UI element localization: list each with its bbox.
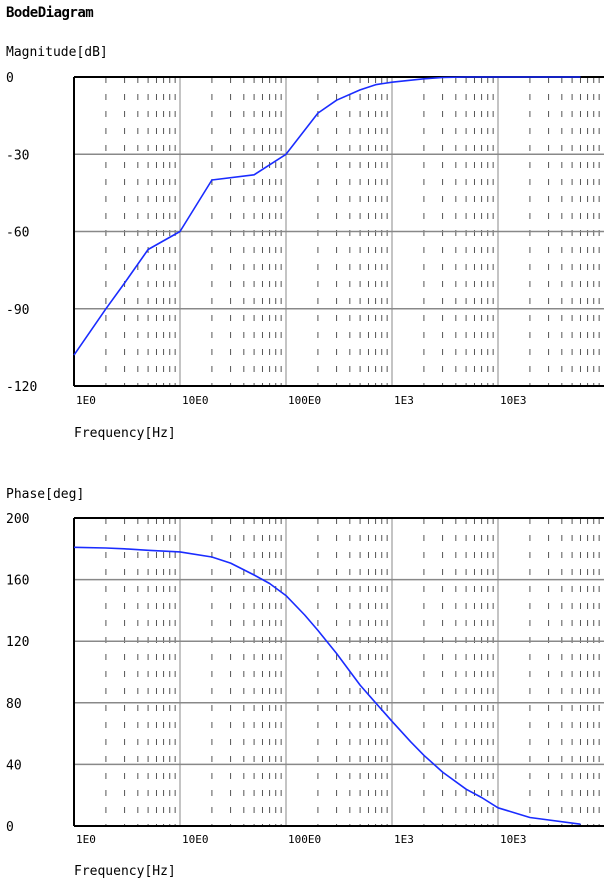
magnitude-xtick-label: 1E3 [394, 394, 414, 407]
phase-xlabel: Frequency[Hz] [74, 864, 176, 879]
phase-ytick-label: 40 [6, 758, 22, 773]
magnitude-xtick-label: 10E0 [182, 394, 209, 407]
magnitude-xtick-label: 1E0 [76, 394, 96, 407]
phase-ytick-label: 0 [6, 820, 14, 835]
magnitude-xtick-label: 100E0 [288, 394, 321, 407]
phase-ytick-label: 160 [6, 574, 29, 589]
phase-series-line [73, 546, 581, 825]
magnitude-ytick-label: -120 [6, 380, 37, 395]
chart-title: BodeDiagram [6, 5, 94, 21]
phase-ytick-label: 200 [6, 512, 29, 527]
magnitude-ylabel: Magnitude[dB] [6, 45, 108, 60]
phase-xtick-label: 100E0 [288, 833, 321, 846]
phase-xtick-label: 10E0 [182, 833, 209, 846]
phase-plot: Phase[deg] 200 160 120 80 40 0 1E0 10E0 100E0 1E… [6, 487, 604, 879]
magnitude-ytick-label: 0 [6, 71, 14, 86]
phase-xtick-label: 10E3 [500, 833, 527, 846]
magnitude-xlabel: Frequency[Hz] [74, 426, 176, 441]
phase-xtick-label: 1E0 [76, 833, 96, 846]
magnitude-plot: Magnitude[dB] 0 -30 -60 -90 -120 1E0 10E0 100E… [6, 45, 604, 441]
phase-ytick-label: 80 [6, 697, 22, 712]
phase-ylabel: Phase[deg] [6, 487, 84, 502]
phase-ytick-label: 120 [6, 635, 29, 650]
magnitude-ytick-label: -90 [6, 303, 29, 318]
magnitude-ytick-label: -60 [6, 226, 29, 241]
phase-xtick-label: 1E3 [394, 833, 414, 846]
magnitude-xtick-label: 10E3 [500, 394, 527, 407]
magnitude-series-line [73, 76, 581, 356]
magnitude-ytick-label: -30 [6, 148, 29, 163]
